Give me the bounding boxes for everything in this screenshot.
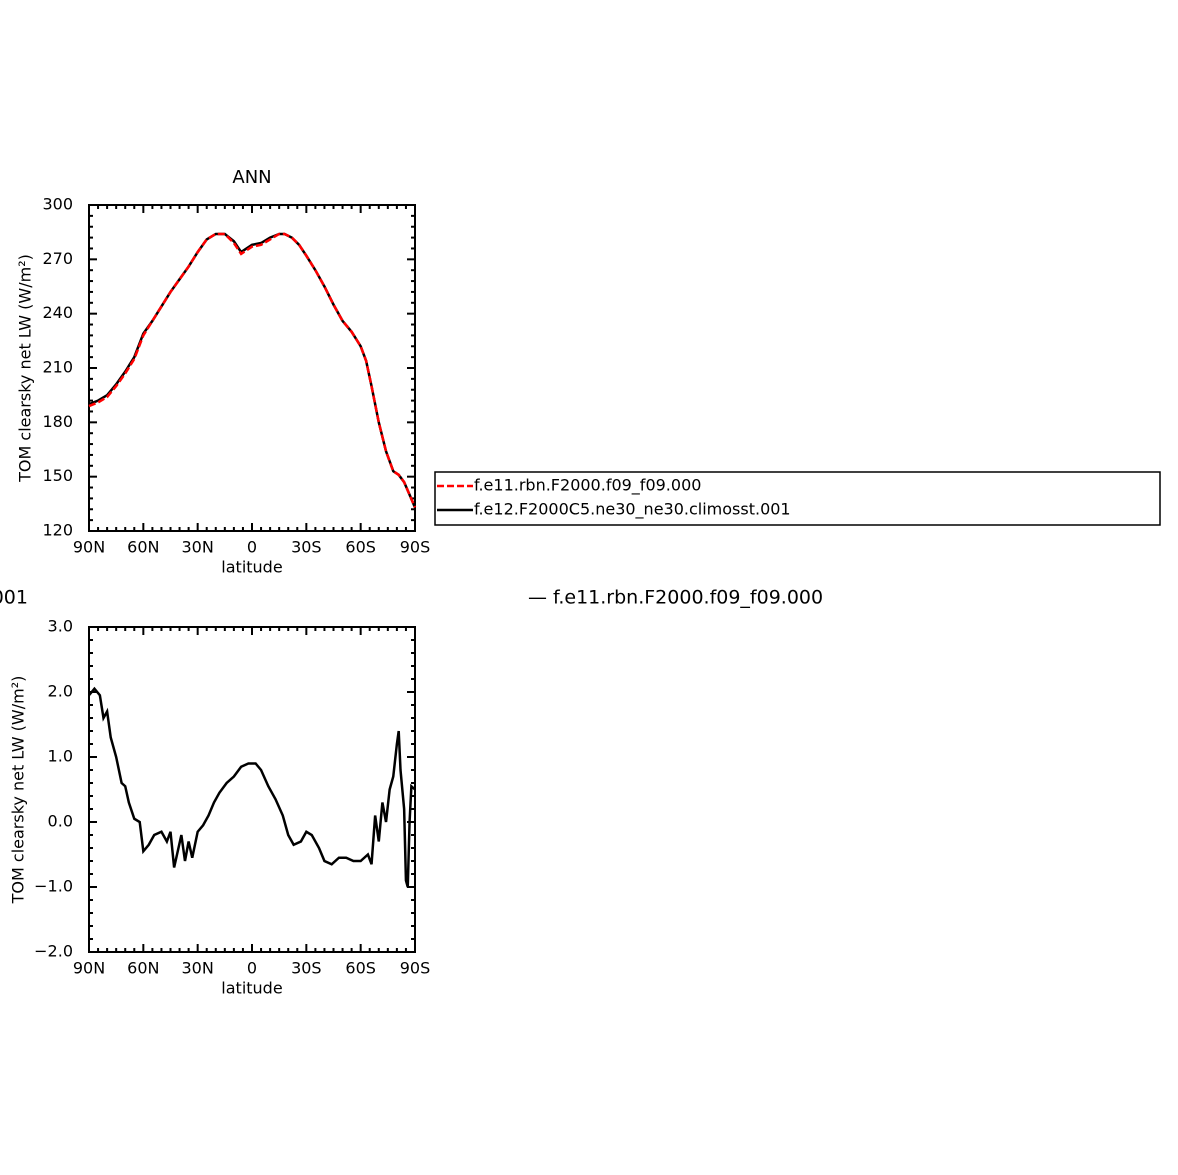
y-axis-label: TOM clearsky net LW (W/m²) (16, 254, 35, 483)
legend-label: f.e11.rbn.F2000.f09_f09.000 (474, 476, 701, 496)
x-tick-label: 60S (345, 538, 376, 557)
y-tick-label: 0.0 (48, 812, 73, 831)
data-line (88, 686, 416, 888)
annotation: t.001 (0, 587, 28, 609)
x-tick-label: 0 (247, 959, 257, 978)
y-tick-label: 1.0 (48, 747, 73, 766)
x-tick-label: 30N (182, 538, 214, 557)
chart-title: ANN (232, 167, 271, 188)
x-tick-label: 90N (73, 959, 105, 978)
x-tick-label: 90N (73, 538, 105, 557)
x-tick-label: 0 (247, 538, 257, 557)
y-tick-label: −1.0 (34, 877, 73, 896)
x-tick-label: 60S (345, 959, 376, 978)
y-tick-label: 150 (42, 466, 73, 485)
y-tick-label: −2.0 (34, 942, 73, 961)
y-tick-label: 2.0 (48, 682, 73, 701)
y-tick-label: 240 (42, 303, 73, 322)
plot-frame (88, 626, 416, 953)
data-line (88, 232, 417, 508)
x-tick-label: 30S (291, 959, 322, 978)
x-tick-label: 90S (400, 538, 431, 557)
y-tick-label: 270 (42, 249, 73, 268)
y-tick-label: 3.0 (48, 617, 73, 636)
x-tick-label: 60N (127, 959, 159, 978)
y-axis-label: TOM clearsky net LW (W/m²) (9, 676, 28, 905)
x-tick-label: 30S (291, 538, 322, 557)
x-axis-label: latitude (221, 558, 282, 577)
x-tick-label: 90S (400, 959, 431, 978)
x-axis-label: latitude (221, 979, 282, 998)
y-tick-label: 120 (42, 521, 73, 540)
legend-box (434, 471, 1161, 526)
legend-label: f.e12.F2000C5.ne30_ne30.climosst.001 (474, 500, 791, 520)
data-line (88, 232, 417, 508)
y-tick-label: 180 (42, 412, 73, 431)
x-tick-label: 30N (182, 959, 214, 978)
y-tick-label: 210 (42, 358, 73, 377)
x-tick-label: 60N (127, 538, 159, 557)
y-tick-label: 300 (42, 195, 73, 214)
plot-frame (88, 204, 416, 532)
annotation: — f.e11.rbn.F2000.f09_f09.000 (528, 587, 823, 609)
